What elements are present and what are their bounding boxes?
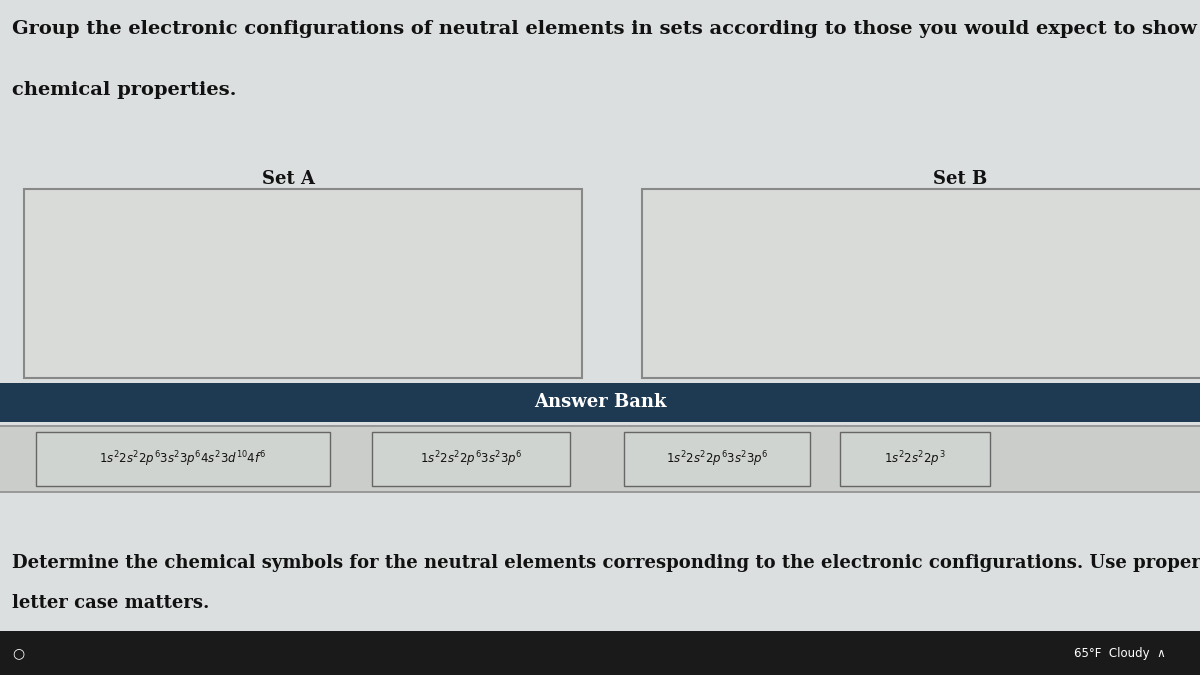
Bar [372,432,570,486]
Text: letter case matters.: letter case matters. [12,594,209,612]
Text: $1s^{2}2s^{2}2p^{6}3s^{2}3p^{6}$: $1s^{2}2s^{2}2p^{6}3s^{2}3p^{6}$ [666,449,768,469]
Text: Answer Bank: Answer Bank [534,394,666,411]
Text: $1s^{2}2s^{2}2p^{3}$: $1s^{2}2s^{2}2p^{3}$ [884,449,946,469]
Bar [840,432,990,486]
Text: $1s^{2}2s^{2}2p^{6}3s^{2}3p^{6}4s^{2}3d^{10}4f^{6}$: $1s^{2}2s^{2}2p^{6}3s^{2}3p^{6}4s^{2}3d^… [100,449,266,469]
Bar [624,432,810,486]
Bar [36,432,330,486]
Bar [0,491,1200,493]
Bar [0,631,1200,675]
Bar [0,383,1200,422]
Text: $1s^{2}2s^{2}2p^{6}3s^{2}3p^{6}$: $1s^{2}2s^{2}2p^{6}3s^{2}3p^{6}$ [420,449,522,469]
Text: Determine the chemical symbols for the neutral elements corresponding to the ele: Determine the chemical symbols for the n… [12,554,1200,572]
Bar [0,378,1200,383]
Bar [642,189,1200,378]
Text: Set A: Set A [262,170,314,188]
Text: Group the electronic configurations of neutral elements in sets according to tho: Group the electronic configurations of n… [12,20,1200,38]
Text: ○: ○ [12,646,24,660]
Text: Set B: Set B [932,170,988,188]
Text: 65°F  Cloudy  ∧: 65°F Cloudy ∧ [1074,647,1165,659]
Bar [0,425,1200,493]
Bar [0,425,1200,427]
Bar [24,189,582,378]
Text: chemical properties.: chemical properties. [12,81,236,99]
